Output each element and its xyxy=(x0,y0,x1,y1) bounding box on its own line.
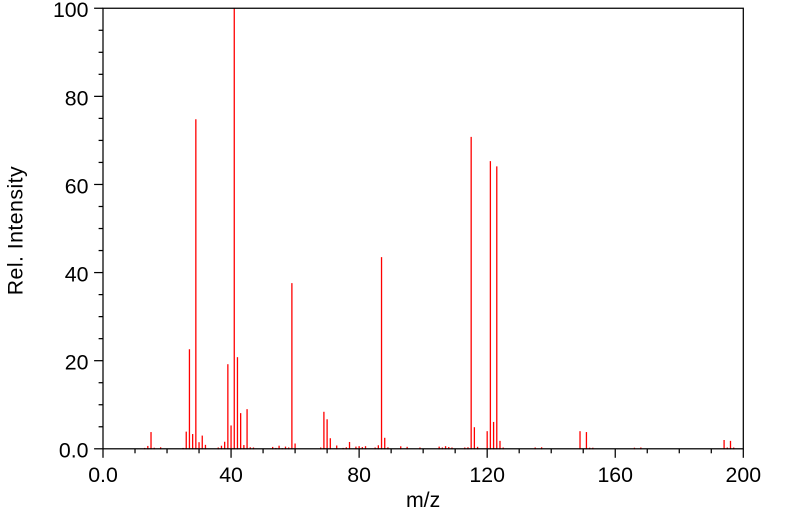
svg-text:60: 60 xyxy=(65,174,89,198)
svg-text:80: 80 xyxy=(347,463,371,487)
svg-text:80: 80 xyxy=(65,86,89,110)
svg-text:200: 200 xyxy=(726,463,762,487)
svg-text:0.0: 0.0 xyxy=(59,439,89,463)
svg-text:160: 160 xyxy=(597,463,633,487)
svg-text:20: 20 xyxy=(65,351,89,375)
svg-text:m/z: m/z xyxy=(406,488,440,512)
svg-text:120: 120 xyxy=(469,463,505,487)
svg-text:40: 40 xyxy=(219,463,243,487)
svg-text:40: 40 xyxy=(65,262,89,286)
svg-text:Rel. Intensity: Rel. Intensity xyxy=(4,166,28,295)
svg-text:0.0: 0.0 xyxy=(88,463,118,487)
svg-text:100: 100 xyxy=(53,0,89,22)
